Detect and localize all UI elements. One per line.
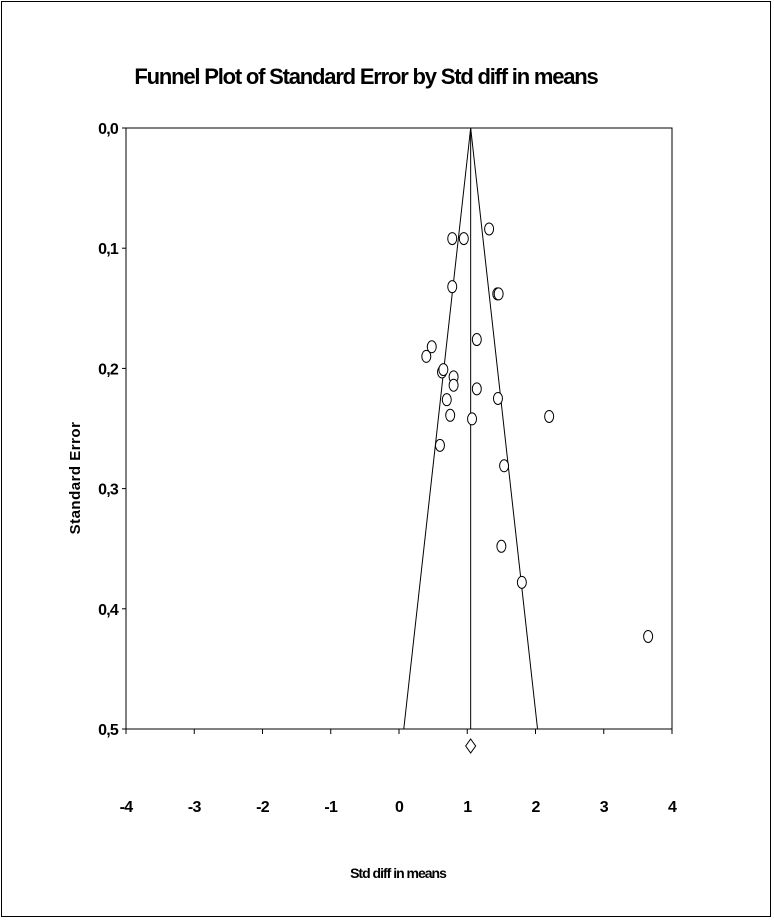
study-point [471,382,482,396]
y-tick-label: 0,3 [98,482,119,499]
x-tick-label: -3 [188,799,202,816]
y-tick-label: 0,1 [98,241,119,258]
study-point [467,412,478,426]
study-point [447,280,458,294]
study-point [544,409,555,423]
study-point [447,232,458,246]
study-point [458,232,469,246]
study-point [441,393,452,407]
y-tick-label: 0,2 [98,361,119,378]
x-tick-label: 2 [531,799,540,816]
study-point [643,629,654,643]
y-tick-label: 0,0 [98,121,119,138]
study-point [484,222,495,236]
study-point [499,459,510,473]
x-tick-label: -1 [324,799,338,816]
study-point [493,287,504,301]
study-point [434,438,445,452]
x-tick-label: -2 [256,799,270,816]
y-tick-label: 0,5 [98,722,119,739]
funnel-right-line [470,127,539,730]
study-point [492,391,503,405]
x-tick-label: 0 [395,799,404,816]
study-point [516,575,527,589]
x-tick-label: -4 [120,799,134,816]
study-point [445,408,456,422]
y-tick-label: 0,4 [98,602,119,619]
chart-title: Funnel Plot of Standard Error by Std dif… [134,64,598,89]
study-point [421,349,432,363]
x-axis-label: Std diff in means [350,865,447,881]
x-tick-label: 1 [463,799,472,816]
x-tick-label: 4 [668,799,677,816]
study-point [496,539,507,553]
x-tick-label: 3 [600,799,609,816]
study-point [438,363,449,377]
study-point [426,340,437,354]
funnel-left-line [403,127,472,730]
plot-area [125,127,673,730]
study-point [448,378,459,392]
study-point [471,333,482,347]
y-axis-label: Standard Error [67,422,84,535]
pooled-estimate-diamond [465,738,477,754]
